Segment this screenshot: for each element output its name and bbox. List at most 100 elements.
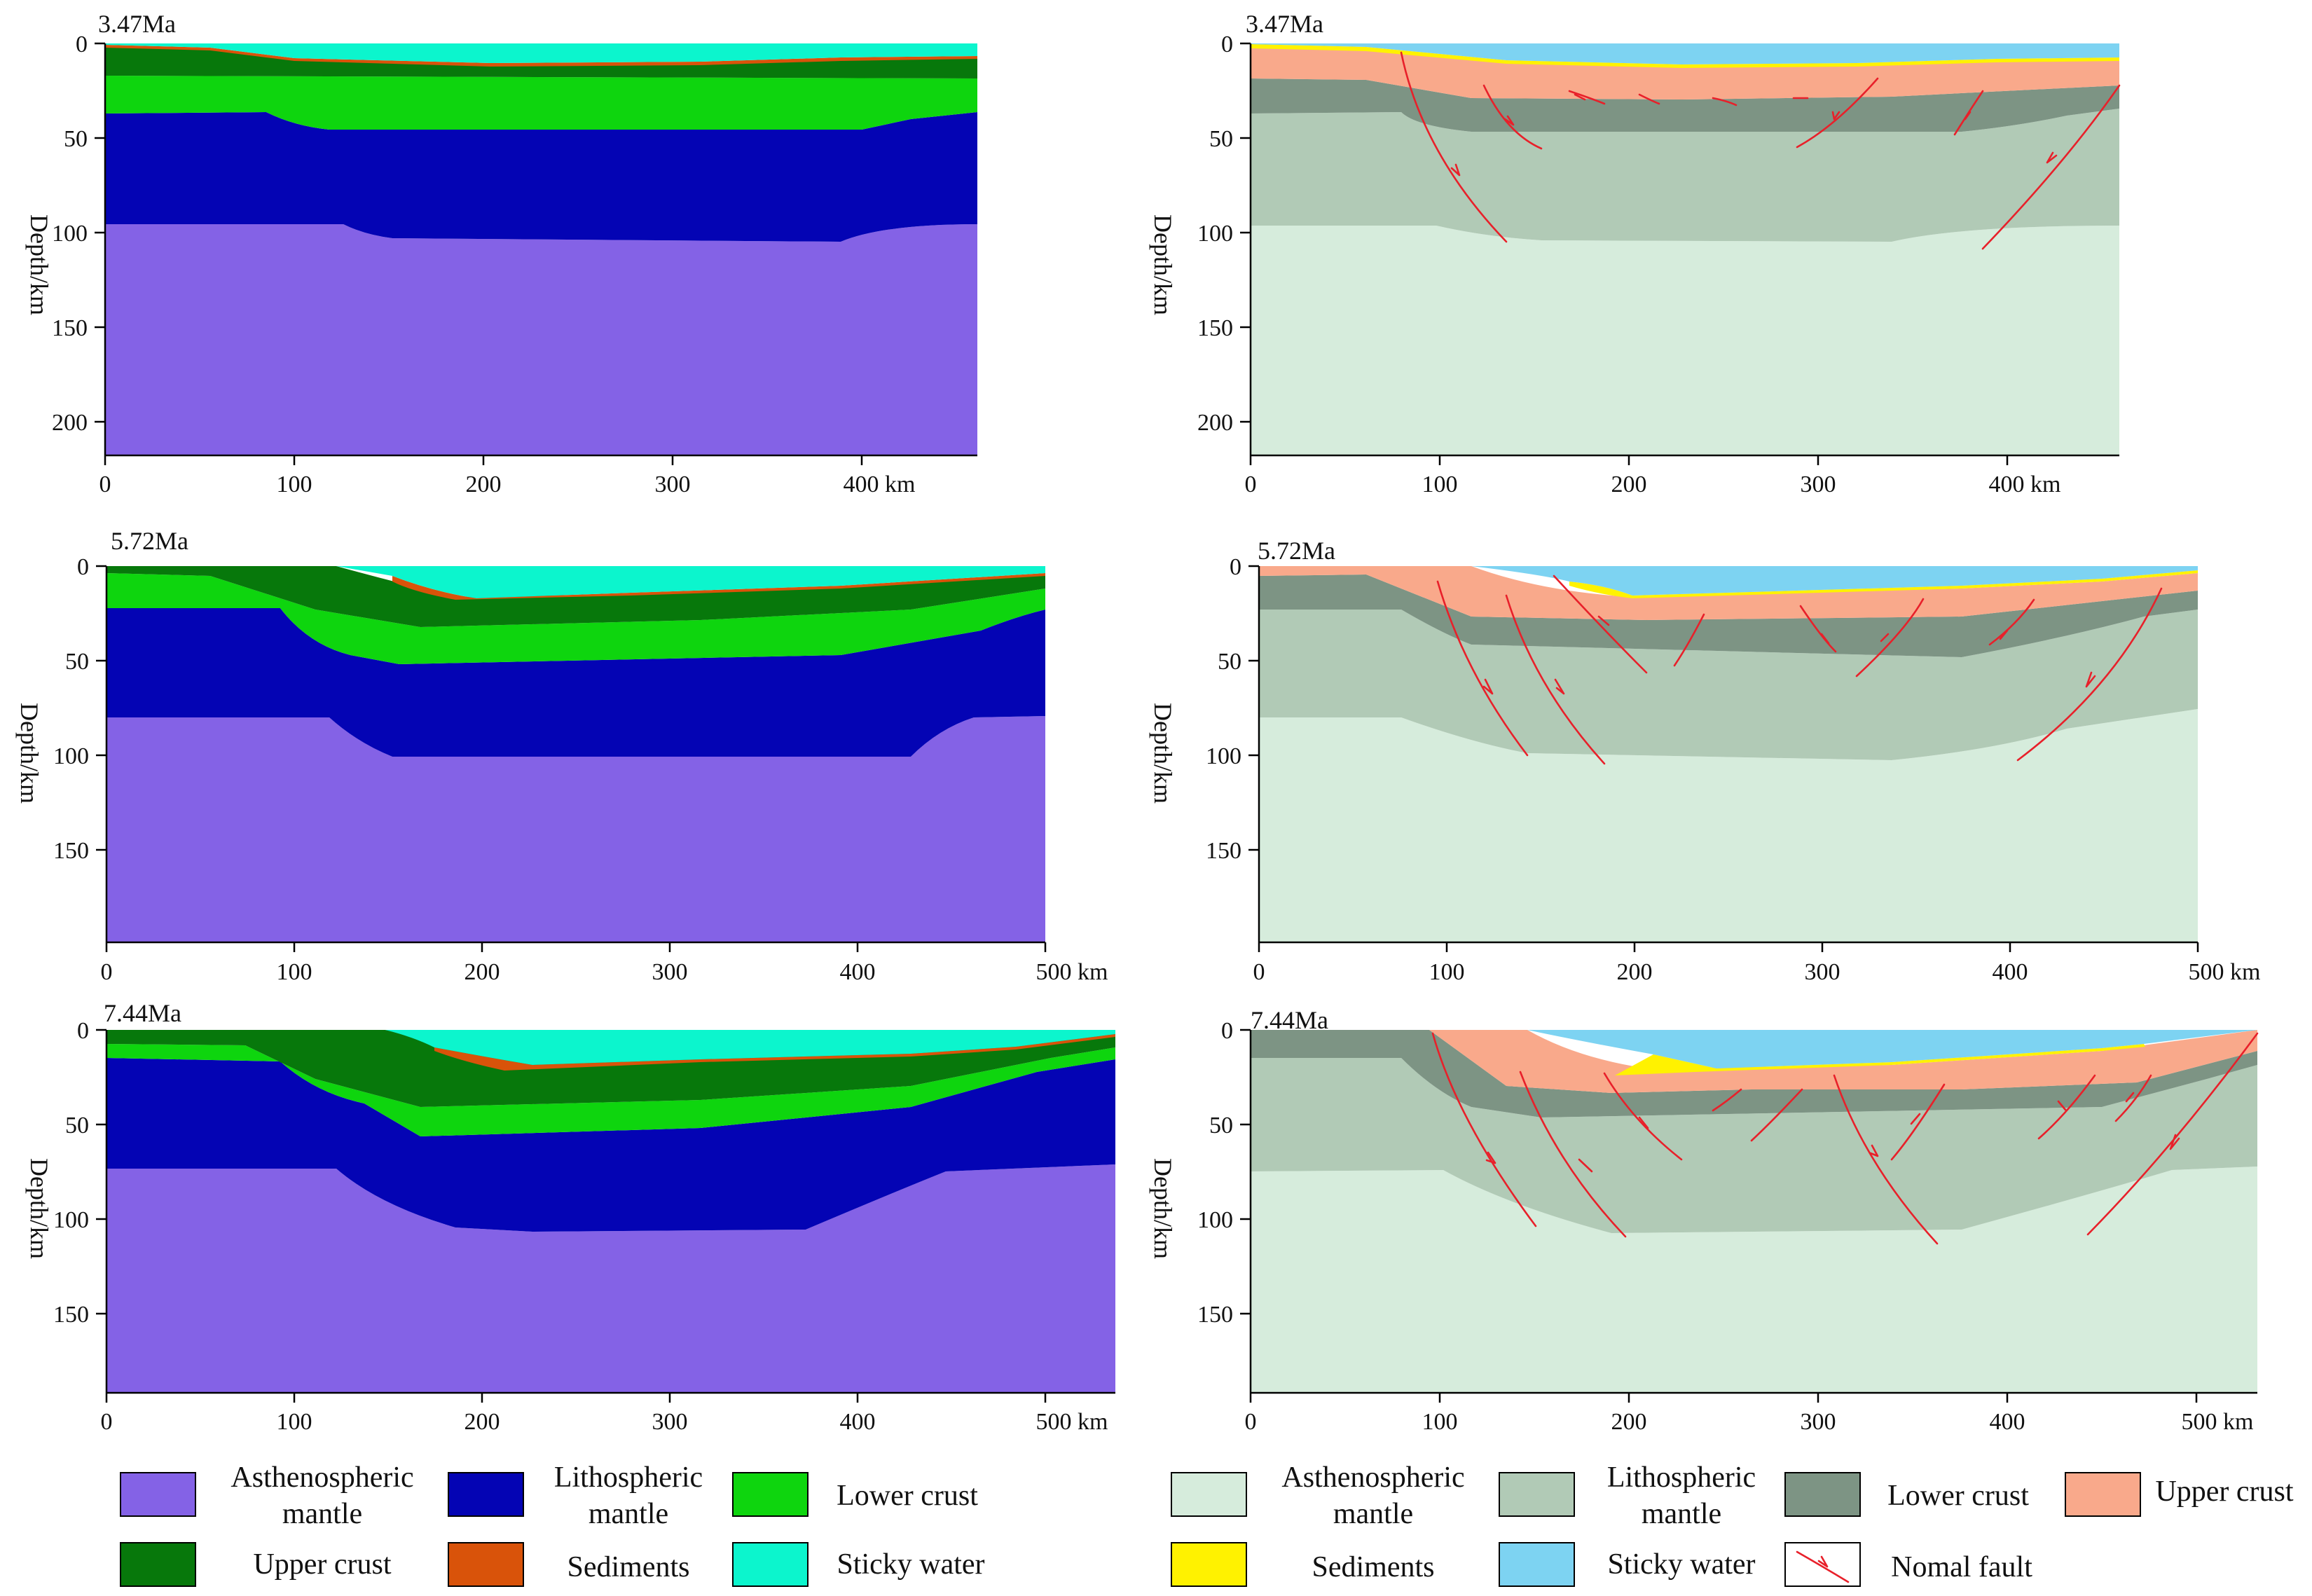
x-tick-300: 300	[652, 1409, 688, 1435]
y-tick-150: 150	[52, 315, 88, 341]
y-tick-100: 100	[1197, 1207, 1233, 1233]
legend-label: Lithospheric	[554, 1461, 703, 1494]
legend-label: Lithospheric	[1607, 1461, 1756, 1494]
x-axis	[1249, 454, 2119, 465]
panel-title: 5.72Ma	[1258, 537, 1335, 565]
lower-crust-layer	[1251, 1030, 2257, 1117]
legend-swatch	[1171, 1472, 1247, 1517]
normal-faults	[1431, 1032, 2259, 1245]
x-tick-100: 100	[1422, 472, 1458, 497]
x-tick-400: 400 km	[1989, 472, 2061, 497]
y-tick-0: 0	[77, 1018, 89, 1044]
y-axis	[1240, 42, 1252, 455]
lower-crust-layer	[105, 76, 977, 130]
normal-faults	[1400, 51, 2121, 250]
legend-swatch	[732, 1472, 808, 1517]
legend-label: mantle	[1333, 1498, 1413, 1530]
legend-label: Upper crust	[2155, 1475, 2293, 1508]
y-tick-50: 50	[1209, 1113, 1233, 1138]
x-tick-100: 100	[277, 1409, 312, 1435]
panel-title: 7.44Ma	[104, 999, 181, 1027]
x-axis	[1258, 941, 2199, 952]
lithospheric-mantle-layer	[105, 112, 977, 242]
y-axis-label: Depth/km	[1149, 214, 1177, 315]
upper-crust-layer	[1259, 566, 2198, 620]
sediment-strip	[1615, 1044, 2145, 1075]
y-tick-100: 100	[1197, 221, 1233, 247]
legend-swatch	[2065, 1472, 2141, 1517]
legend-swatch	[120, 1472, 196, 1517]
sediment-strip	[392, 573, 1045, 600]
y-tick-150: 150	[1206, 838, 1241, 864]
y-axis-label: Depth/km	[1149, 703, 1177, 804]
y-tick-0: 0	[76, 32, 88, 57]
lower-crust-layer	[106, 1044, 1115, 1136]
x-tick-300: 300	[1801, 472, 1836, 497]
x-tick-400: 400	[840, 959, 876, 985]
panel-title: 5.72Ma	[111, 527, 188, 555]
x-tick-300: 300	[655, 472, 691, 497]
x-tick-200: 200	[465, 959, 500, 985]
x-tick-0: 0	[101, 1409, 113, 1435]
lithospheric-mantle-layer	[1259, 610, 2198, 760]
legend-label: Asthenospheric	[1281, 1461, 1464, 1494]
asthenosphere-layer	[106, 716, 1045, 942]
y-axis	[96, 565, 108, 942]
legend-label: Lower crust	[1887, 1480, 2029, 1512]
panel-model-7-44: 0 100 200 300 400 500 km 0 50 100 150 De…	[25, 999, 1115, 1435]
y-tick-0: 0	[1230, 554, 1241, 580]
legend-swatch	[448, 1472, 524, 1517]
asthenosphere-layer	[106, 1164, 1115, 1393]
y-axis-label: Depth/km	[25, 214, 53, 315]
x-tick-200: 200	[1617, 959, 1653, 985]
y-axis	[95, 42, 106, 455]
x-tick-400: 400	[1990, 1409, 2025, 1435]
x-axis	[105, 1391, 1115, 1403]
x-tick-300: 300	[1801, 1409, 1836, 1435]
y-tick-150: 150	[1197, 315, 1233, 341]
legend-interpretation: Asthenospheric mantle Lithospheric mantl…	[1171, 1461, 2294, 1587]
legend-swatch	[732, 1542, 808, 1587]
x-tick-200: 200	[465, 1409, 500, 1435]
panel-interpretation-7-44: 0 100 200 300 400 500 km 0 50 100 150 De…	[1149, 1006, 2259, 1435]
x-tick-0: 0	[99, 472, 111, 497]
legend-swatch	[1499, 1472, 1575, 1517]
y-tick-50: 50	[64, 126, 88, 152]
asthenosphere-layer	[1259, 709, 2198, 942]
sticky-water-layer	[385, 1030, 1115, 1065]
y-axis-label: Depth/km	[15, 703, 43, 804]
y-tick-100: 100	[53, 1207, 89, 1233]
sediment-strip	[105, 45, 977, 67]
x-tick-200: 200	[466, 472, 502, 497]
y-tick-200: 200	[52, 410, 88, 436]
sticky-water-layer	[1527, 1030, 2257, 1068]
panel-title: 3.47Ma	[1246, 10, 1323, 38]
y-tick-150: 150	[53, 1302, 89, 1328]
x-tick-400: 400 km	[844, 472, 916, 497]
y-tick-100: 100	[53, 743, 89, 769]
legend-swatch	[1171, 1542, 1247, 1587]
sticky-water-layer	[336, 566, 1045, 598]
legend-label: Sediments	[1312, 1551, 1435, 1583]
panel-model-5-72: 0 100 200 300 400 500 km 0 50 100 150 De…	[15, 527, 1108, 985]
sticky-water-layer	[1251, 43, 2119, 64]
legend-swatch	[1784, 1472, 1861, 1517]
x-tick-0: 0	[101, 959, 113, 985]
y-tick-150: 150	[53, 838, 89, 864]
legend-swatch	[120, 1542, 196, 1587]
y-tick-100: 100	[52, 221, 88, 247]
y-axis-label: Depth/km	[25, 1158, 53, 1259]
y-axis	[96, 1029, 108, 1393]
panel-interpretation-3-47: 0 100 200 300 400 km 0 50 100 150 200 De…	[1149, 10, 2121, 497]
legend-label: Asthenospheric	[230, 1461, 413, 1494]
x-tick-300: 300	[1805, 959, 1840, 985]
panel-model-3-47: 0 100 200 300 400 km 0 50 100 150 200 De…	[25, 10, 977, 497]
upper-crust-layer	[1429, 1030, 2257, 1093]
x-tick-200: 200	[1611, 472, 1647, 497]
lower-crust-layer	[106, 573, 1045, 664]
asthenosphere-layer	[105, 224, 977, 455]
y-tick-0: 0	[1221, 32, 1233, 57]
fault-symbol-icon	[1796, 1550, 1850, 1583]
lower-crust-layer	[1259, 575, 2198, 657]
